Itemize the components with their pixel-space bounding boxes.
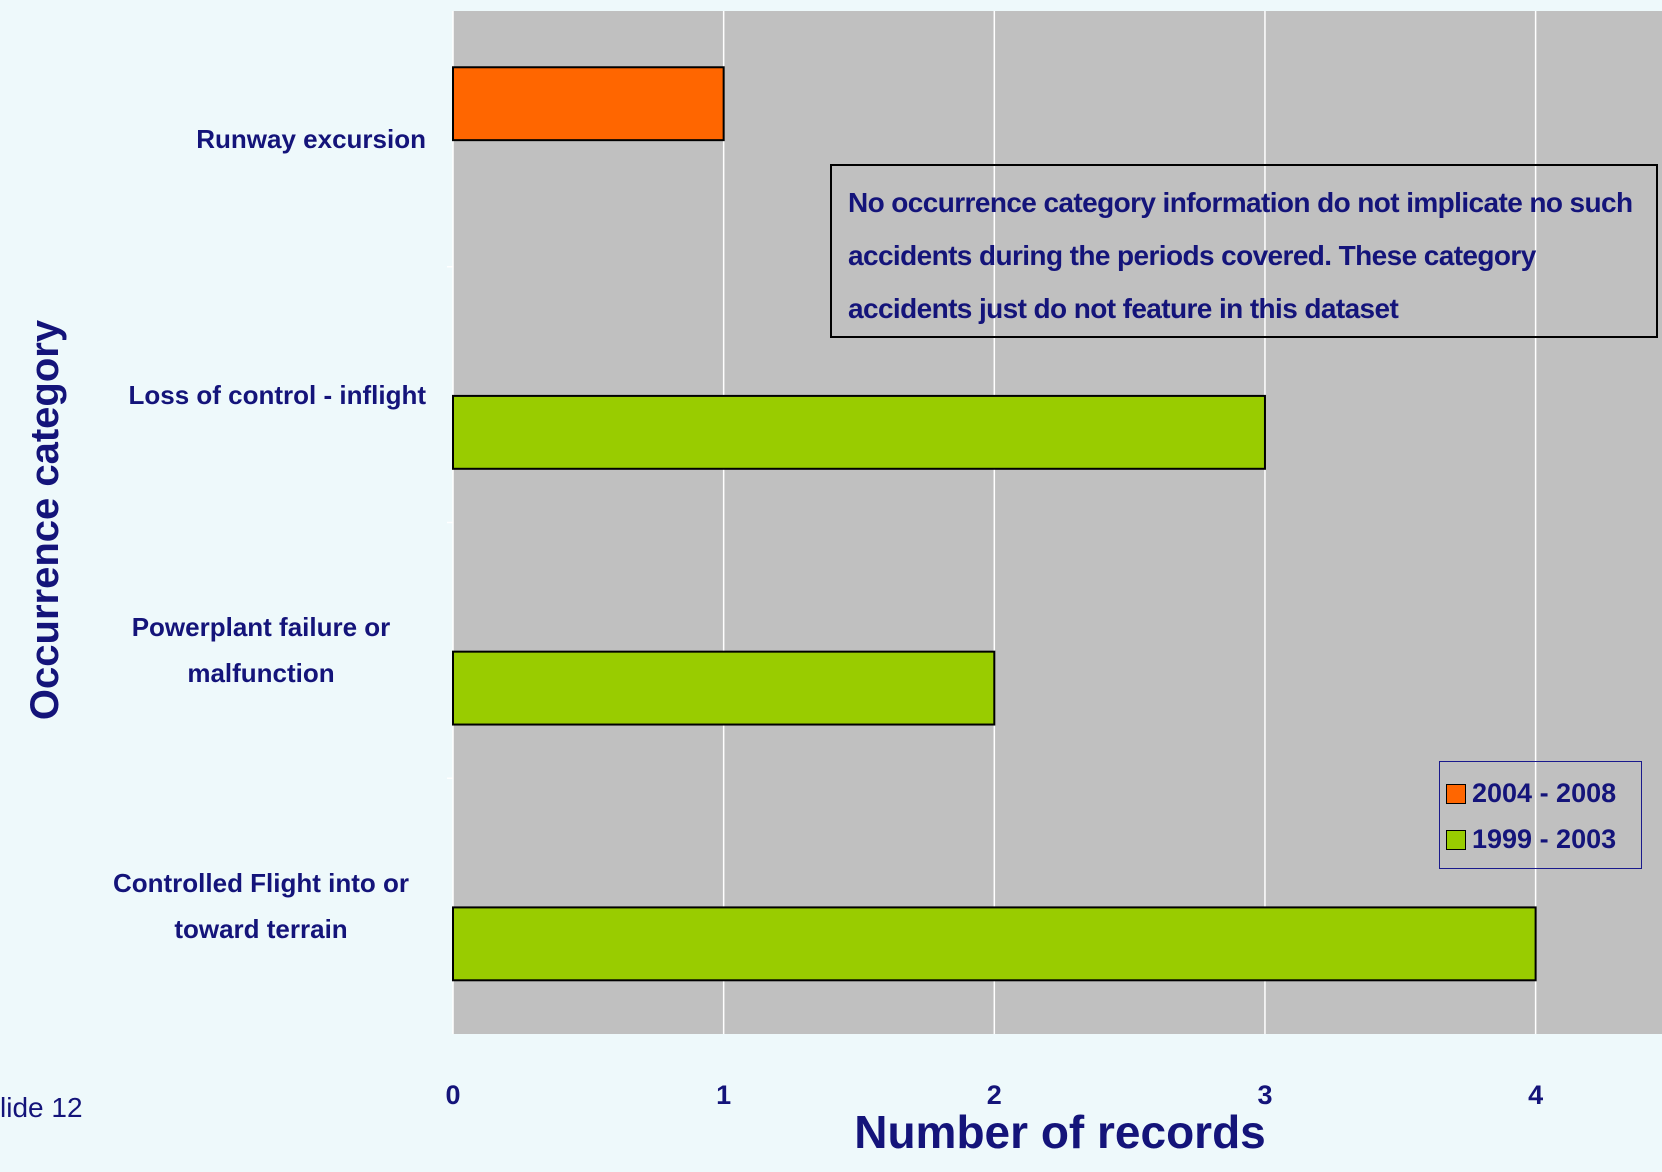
- y-tick-label: Loss of control - inflight: [66, 372, 426, 418]
- x-tick-label: 3: [1257, 1080, 1272, 1110]
- legend-label: 1999 - 2003: [1472, 824, 1617, 854]
- annotation: No occurrence category information do no…: [830, 164, 1658, 338]
- legend-swatch: [1446, 784, 1466, 804]
- y-tick-label: Runway excursion: [66, 116, 426, 162]
- legend-swatch: [1446, 830, 1466, 850]
- legend-item: 1999 - 2003: [1446, 816, 1635, 862]
- y-axis-title: Occurrence category: [23, 319, 67, 720]
- y-tick-label: Controlled Flight into or toward terrain: [66, 860, 426, 952]
- y-tick-text: Loss of control - inflight: [128, 379, 426, 410]
- bar: [452, 906, 1537, 982]
- y-tick-text: Powerplant failure or malfunction: [131, 612, 391, 689]
- legend-item: 2004 - 2008: [1446, 770, 1635, 816]
- bar: [452, 650, 996, 726]
- plot-area: [453, 11, 1662, 1034]
- bar: [452, 66, 725, 142]
- x-axis-title: Number of records: [854, 1106, 1266, 1158]
- x-tick-label: 1: [716, 1080, 731, 1110]
- legend: 2004 - 2008 1999 - 2003: [1439, 761, 1642, 869]
- slide-number: lide 12: [0, 1092, 83, 1123]
- grid: [722, 11, 1537, 1034]
- x-tick-label: 4: [1528, 1080, 1543, 1110]
- y-tick-text: Controlled Flight into or toward terrain: [112, 868, 410, 945]
- x-tick-label: 2: [987, 1080, 1002, 1110]
- legend-label: 2004 - 2008: [1472, 778, 1617, 808]
- y-tick-label: Powerplant failure or malfunction: [66, 604, 426, 696]
- bar: [452, 394, 1266, 470]
- y-tick-text: Runway excursion: [196, 123, 426, 154]
- x-tick-label: 0: [445, 1080, 460, 1110]
